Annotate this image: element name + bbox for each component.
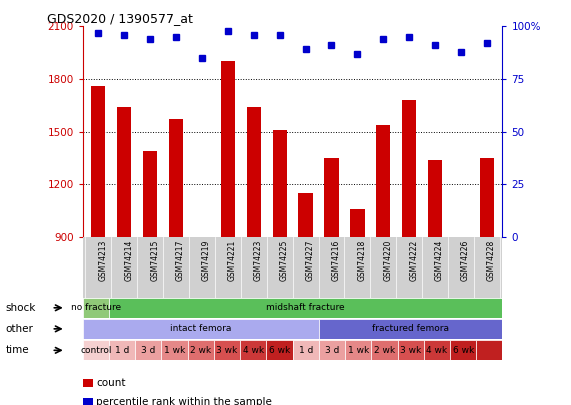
Bar — [195, 237, 209, 242]
Text: 1 wk: 1 wk — [348, 346, 369, 355]
Text: 3 wk: 3 wk — [400, 346, 421, 355]
Bar — [272, 130, 287, 237]
Bar — [83, 319, 319, 339]
Bar — [240, 340, 267, 360]
Bar — [345, 340, 371, 360]
Bar — [324, 158, 339, 237]
Text: 6 wk: 6 wk — [452, 346, 474, 355]
Bar — [371, 340, 397, 360]
Text: 3 d: 3 d — [325, 346, 339, 355]
Text: GSM74221: GSM74221 — [228, 240, 237, 281]
Text: 3 d: 3 d — [141, 346, 155, 355]
Bar — [162, 340, 188, 360]
Text: GSM74219: GSM74219 — [202, 240, 211, 281]
Bar — [83, 340, 109, 360]
Text: control: control — [80, 346, 112, 355]
Bar — [293, 340, 319, 360]
Text: GSM74217: GSM74217 — [176, 240, 185, 281]
Bar — [454, 237, 468, 242]
Bar — [188, 340, 214, 360]
Text: GSM74228: GSM74228 — [487, 240, 496, 281]
Bar — [247, 107, 261, 237]
Text: fractured femora: fractured femora — [372, 324, 449, 333]
Text: GSM74223: GSM74223 — [254, 240, 263, 281]
Bar — [267, 340, 293, 360]
Bar — [109, 340, 135, 360]
Text: GSM74213: GSM74213 — [98, 240, 107, 281]
Text: GSM74227: GSM74227 — [305, 240, 315, 281]
Bar — [350, 209, 364, 237]
Text: no fracture: no fracture — [71, 303, 121, 312]
Bar — [319, 340, 345, 360]
Text: GSM74214: GSM74214 — [124, 240, 133, 281]
Text: GSM74226: GSM74226 — [461, 240, 470, 281]
Bar — [117, 107, 131, 237]
Text: GSM74215: GSM74215 — [150, 240, 159, 281]
Text: 2 wk: 2 wk — [190, 346, 211, 355]
Text: midshaft fracture: midshaft fracture — [267, 303, 345, 312]
Text: 4 wk: 4 wk — [427, 346, 448, 355]
Text: percentile rank within the sample: percentile rank within the sample — [96, 397, 272, 405]
Text: 6 wk: 6 wk — [269, 346, 290, 355]
Bar — [428, 160, 443, 237]
Text: 4 wk: 4 wk — [243, 346, 264, 355]
Text: GDS2020 / 1390577_at: GDS2020 / 1390577_at — [47, 12, 193, 25]
Text: shock: shock — [6, 303, 36, 313]
Bar — [476, 340, 502, 360]
Bar — [450, 340, 476, 360]
Bar — [480, 158, 494, 237]
Text: GSM74218: GSM74218 — [357, 240, 367, 281]
Bar — [83, 298, 109, 318]
Text: 1 d: 1 d — [115, 346, 129, 355]
Bar — [221, 62, 235, 237]
Bar — [424, 340, 450, 360]
Text: GSM74225: GSM74225 — [280, 240, 289, 281]
Bar — [135, 340, 162, 360]
Text: GSM74224: GSM74224 — [435, 240, 444, 281]
Bar — [91, 86, 106, 237]
Text: intact femora: intact femora — [170, 324, 231, 333]
Bar — [402, 100, 416, 237]
Text: 1 wk: 1 wk — [164, 346, 185, 355]
Bar — [319, 319, 502, 339]
Bar — [376, 125, 391, 237]
Text: 3 wk: 3 wk — [216, 346, 238, 355]
Text: time: time — [6, 345, 29, 355]
Bar — [214, 340, 240, 360]
Text: 1 d: 1 d — [299, 346, 313, 355]
Text: GSM74220: GSM74220 — [383, 240, 392, 281]
Bar — [397, 340, 424, 360]
Text: other: other — [6, 324, 34, 334]
Text: GSM74216: GSM74216 — [332, 240, 340, 281]
Text: GSM74222: GSM74222 — [409, 240, 418, 281]
Bar — [143, 151, 157, 237]
Text: count: count — [96, 378, 126, 388]
Text: 2 wk: 2 wk — [374, 346, 395, 355]
Bar — [299, 193, 313, 237]
Bar — [169, 119, 183, 237]
